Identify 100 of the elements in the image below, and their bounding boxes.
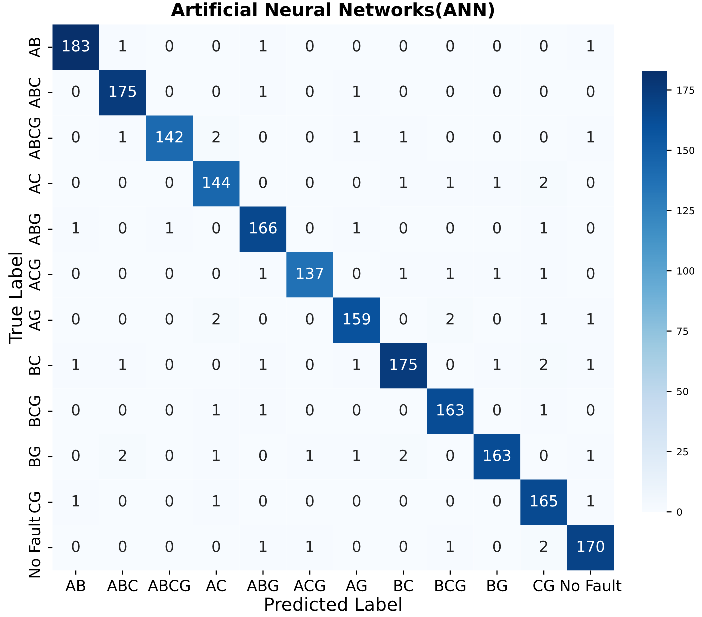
data-label: 2	[119, 450, 126, 462]
data-label: 1	[260, 359, 267, 370]
data-label: 0	[586, 268, 595, 280]
data-label: 183	[63, 40, 90, 52]
data-label: 0	[306, 176, 314, 188]
data-label: 1	[588, 450, 594, 462]
data-label: 0	[166, 540, 174, 552]
data-label: 0	[352, 540, 361, 552]
data-label: 0	[352, 40, 361, 52]
data-label: 1	[588, 40, 594, 52]
data-label: 0	[446, 358, 454, 370]
data-label: 170	[578, 540, 604, 552]
data-label: 0	[352, 404, 361, 416]
data-label: 1	[260, 40, 267, 52]
data-label: 0	[446, 495, 454, 507]
data-label: 0	[72, 540, 80, 552]
data-label: 0	[446, 40, 454, 52]
y-tick-label: BCG	[29, 396, 41, 426]
data-label: 1	[213, 404, 220, 416]
data-label: 0	[586, 222, 595, 234]
data-label: 0	[306, 358, 314, 370]
data-label: 0	[72, 313, 80, 325]
data-label: 175	[110, 86, 136, 98]
data-label: 1	[588, 496, 594, 507]
data-label: 0	[212, 222, 220, 234]
data-label: 0	[118, 495, 127, 507]
color-bar-label: 100	[678, 268, 695, 275]
x-tick-label: ACG	[294, 580, 326, 592]
x-tick-label: ABC	[107, 580, 138, 592]
x-tick-label: ABG	[247, 580, 278, 592]
data-label: 0	[259, 450, 268, 462]
data-label: 0	[212, 268, 220, 280]
data-label: 0	[586, 176, 595, 188]
data-label: 1	[354, 359, 360, 370]
color-bar-label: 25	[677, 448, 688, 456]
data-label: 0	[493, 131, 502, 143]
color-bar-label: 125	[678, 207, 694, 215]
data-label: 142	[156, 131, 183, 143]
data-label: 0	[166, 313, 174, 325]
data-label: 2	[446, 313, 454, 325]
data-label: 0	[306, 86, 314, 98]
data-label: 0	[540, 450, 548, 462]
data-label: 0	[72, 268, 80, 280]
data-label: 1	[72, 496, 80, 507]
data-label: 1	[166, 222, 174, 234]
data-label: 0	[306, 495, 314, 507]
x-tick-label: No Fault	[561, 580, 622, 592]
data-label: 1	[306, 541, 314, 552]
data-label: 0	[118, 222, 127, 234]
x-tick-label: AC	[206, 580, 226, 592]
data-label: 0	[493, 404, 502, 416]
data-label: 0	[306, 131, 314, 143]
color-bar-label: 50	[677, 388, 688, 396]
data-label: 0	[446, 131, 454, 143]
data-label: 144	[204, 177, 230, 188]
data-label: 1	[354, 222, 360, 234]
data-label: 1	[400, 268, 408, 280]
y-tick-label: ABG	[29, 214, 41, 246]
data-label: 0	[493, 40, 502, 52]
data-label: 0	[259, 495, 268, 507]
data-label: 163	[438, 404, 464, 416]
x-tick-label: BC	[394, 580, 414, 592]
data-label: 1	[306, 450, 314, 462]
data-label: 0	[212, 540, 220, 552]
data-label: 1	[260, 404, 267, 416]
data-label: 2	[540, 176, 548, 188]
data-label: 2	[212, 131, 220, 143]
x-tick-label: AG	[346, 580, 367, 592]
data-label: 0	[400, 404, 408, 416]
x-tick-label: BCG	[436, 580, 466, 592]
chart-title: Artificial Neural Networks(ANN)	[171, 2, 494, 19]
data-label: 2	[540, 358, 548, 370]
y-tick-label: ABC	[29, 78, 41, 108]
data-label: 0	[400, 540, 408, 552]
data-label: 0	[212, 358, 220, 370]
data-label: 0	[352, 495, 361, 507]
data-label: 0	[400, 86, 408, 98]
y-tick-label: ABCG	[29, 118, 41, 160]
data-label: 0	[352, 268, 361, 280]
data-label: 2	[540, 540, 548, 552]
data-label: 1	[120, 359, 126, 370]
y-tick-label: AB	[29, 38, 40, 58]
data-label: 0	[493, 86, 502, 98]
data-label: 0	[166, 358, 174, 370]
data-label: 0	[166, 86, 174, 98]
data-label: 0	[166, 495, 174, 507]
data-label: 175	[390, 359, 417, 370]
data-label: 2	[400, 450, 407, 462]
y-tick-label: BG	[29, 447, 41, 466]
data-label: 166	[250, 222, 277, 234]
data-label: 1	[354, 132, 360, 143]
data-label: 1	[540, 404, 548, 416]
y-tick-label: BC	[29, 356, 41, 375]
data-label: 1	[120, 40, 126, 52]
data-label: 0	[212, 40, 220, 52]
x-tick-label: BG	[488, 580, 508, 592]
data-label: 1	[588, 132, 594, 143]
data-label: 0	[118, 540, 127, 552]
data-label: 0	[306, 313, 314, 325]
data-label: 159	[344, 313, 370, 325]
